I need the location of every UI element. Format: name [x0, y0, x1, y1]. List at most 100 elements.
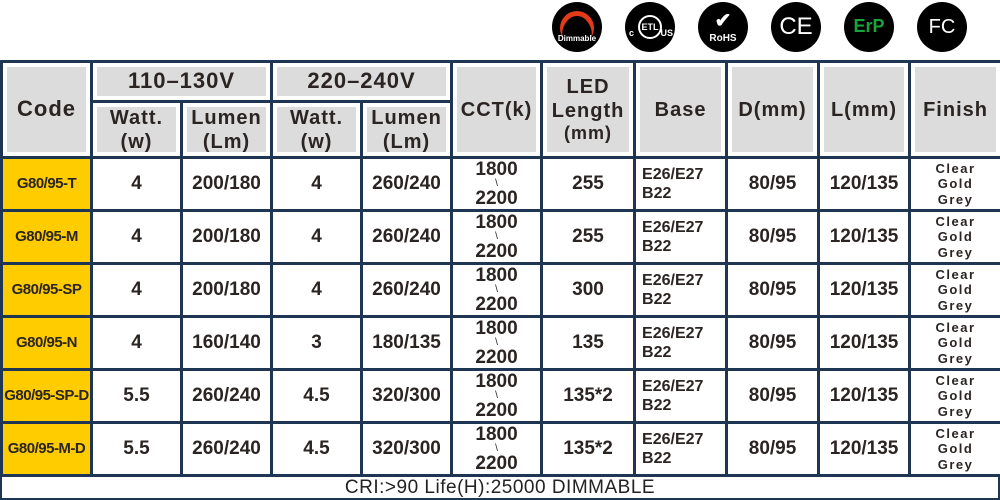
- watt-110-cell: 5.5: [90, 368, 183, 424]
- base-cell: E26/E27 B22: [633, 262, 729, 318]
- lumen-110-cell: 200/180: [179, 262, 274, 318]
- code-cell: G80/95-M: [0, 209, 93, 265]
- l-cell: 120/135: [817, 421, 912, 477]
- header-l: L(mm): [817, 60, 912, 159]
- spec-table: Code 110–130V 220–240V CCT(k) LED Length(…: [0, 60, 1000, 477]
- watt-220-cell: 4: [270, 209, 364, 265]
- d-cell: 80/95: [725, 156, 821, 212]
- cct-low: 1800: [475, 317, 518, 339]
- code-cell: G80/95-N: [0, 315, 93, 371]
- cct-cell: 1800 \ 2200: [450, 368, 544, 424]
- watt-label: Watt.: [109, 106, 164, 129]
- lumen-220-cell: 260/240: [360, 262, 454, 318]
- finish-cell: Clear Gold Grey: [908, 368, 1000, 424]
- lumen-label: Lumen: [371, 106, 442, 129]
- led-length-cell: 255: [540, 156, 637, 212]
- d-cell: 80/95: [725, 368, 821, 424]
- finish-3: Grey: [937, 403, 974, 419]
- watt-110-cell: 5.5: [90, 421, 183, 477]
- finish-1: Clear: [935, 266, 976, 282]
- watt-unit: (w): [300, 130, 333, 153]
- fcc-icon: FC: [917, 2, 967, 52]
- header-110-130v: 110–130V: [89, 60, 274, 103]
- cct-low: 1800: [475, 264, 518, 286]
- finish-cell: Clear Gold Grey: [908, 421, 1000, 477]
- code-cell: G80/95-T: [0, 156, 93, 212]
- lumen-unit: (Lm): [202, 130, 251, 153]
- cct-cell: 1800 \ 2200: [450, 315, 544, 371]
- header-watt-2: Watt. (w): [270, 100, 364, 159]
- led-length-cell: 135: [540, 315, 637, 371]
- lumen-220-cell: 320/300: [360, 368, 454, 424]
- cct-cell: 1800 \ 2200: [450, 209, 544, 265]
- l-cell: 120/135: [817, 209, 912, 265]
- l-cell: 120/135: [817, 368, 912, 424]
- d-cell: 80/95: [725, 315, 821, 371]
- ce-icon: CE: [771, 2, 821, 52]
- cct-separator: \: [495, 231, 498, 243]
- finish-3: Grey: [937, 297, 974, 313]
- led-length-cell: 135*2: [540, 421, 637, 477]
- cct-high: 2200: [475, 187, 518, 209]
- certification-icons: Dimmable c ETL US ✔ RoHS CE ErP FC: [552, 2, 967, 52]
- watt-220-cell: 3: [270, 315, 364, 371]
- base-2: B22: [642, 185, 672, 202]
- finish-2: Gold: [937, 282, 974, 298]
- header-led-length: LED Length (mm): [540, 60, 637, 159]
- base-2: B22: [642, 291, 672, 308]
- header-220-240v: 220–240V: [270, 60, 454, 103]
- base-1: E26/E27: [642, 431, 704, 448]
- mm-label: (mm): [564, 122, 613, 143]
- base-2: B22: [642, 397, 672, 414]
- finish-1: Clear: [935, 372, 976, 388]
- watt-110-cell: 4: [90, 156, 183, 212]
- base-cell: E26/E27 B22: [633, 315, 729, 371]
- finish-1: Clear: [935, 213, 976, 229]
- cct-high: 2200: [475, 240, 518, 262]
- header-base: Base: [633, 60, 729, 159]
- header-d: D(mm): [725, 60, 821, 159]
- l-cell: 120/135: [817, 262, 912, 318]
- lumen-110-cell: 260/240: [179, 368, 274, 424]
- finish-2: Gold: [937, 335, 974, 351]
- lumen-110-cell: 160/140: [179, 315, 274, 371]
- base-2: B22: [642, 450, 672, 467]
- lumen-220-cell: 260/240: [360, 209, 454, 265]
- base-2: B22: [642, 238, 672, 255]
- header-lumen-1: Lumen (Lm): [179, 100, 274, 159]
- table-row: G80/95-SP-D 5.5 260/240 4.5 320/300 1800…: [0, 368, 1000, 424]
- led-length-cell: 255: [540, 209, 637, 265]
- lumen-110-cell: 260/240: [179, 421, 274, 477]
- cct-separator: \: [495, 390, 498, 402]
- watt-220-cell: 4: [270, 156, 364, 212]
- finish-3: Grey: [937, 350, 974, 366]
- cct-high: 2200: [475, 293, 518, 315]
- header-watt-1: Watt. (w): [90, 100, 183, 159]
- header-finish: Finish: [908, 60, 1000, 159]
- rohs-label: RoHS: [709, 32, 737, 44]
- l-cell: 120/135: [817, 156, 912, 212]
- watt-label: Watt.: [289, 106, 344, 129]
- base-cell: E26/E27 B22: [633, 421, 729, 477]
- table-row: G80/95-M-D 5.5 260/240 4.5 320/300 1800 \…: [0, 421, 1000, 477]
- table-row: G80/95-M 4 200/180 4 260/240 1800 \ 2200 2…: [0, 209, 1000, 265]
- d-cell: 80/95: [725, 421, 821, 477]
- code-cell: G80/95-M-D: [0, 421, 93, 477]
- header-cct: CCT(k): [450, 60, 544, 159]
- led-label: LED: [566, 75, 610, 98]
- finish-2: Gold: [937, 388, 974, 404]
- led-length-cell: 300: [540, 262, 637, 318]
- finish-3: Grey: [937, 456, 974, 472]
- cct-low: 1800: [475, 158, 518, 180]
- watt-220-cell: 4.5: [270, 368, 364, 424]
- finish-1: Clear: [935, 319, 976, 335]
- watt-110-cell: 4: [90, 315, 183, 371]
- cct-high: 2200: [475, 346, 518, 368]
- finish-1: Clear: [935, 425, 976, 441]
- rohs-icon: ✔ RoHS: [698, 2, 748, 52]
- erp-icon: ErP: [844, 2, 894, 52]
- length-label: Length: [551, 99, 625, 122]
- finish-3: Grey: [937, 191, 974, 207]
- base-1: E26/E27: [642, 219, 704, 236]
- footer-note: CRI:>90 Life(H):25000 DIMMABLE: [0, 477, 1000, 500]
